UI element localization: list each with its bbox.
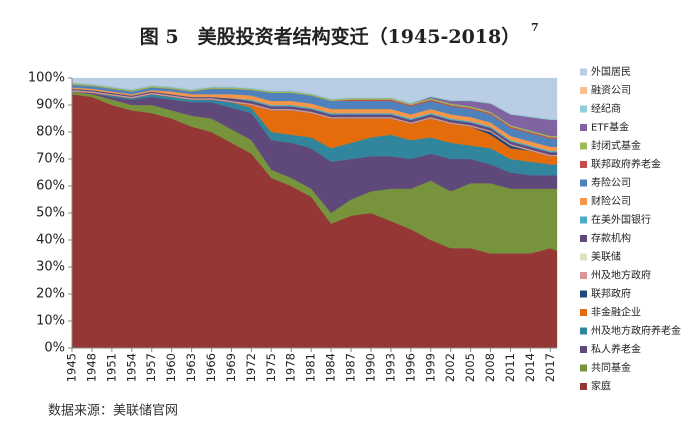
legend-label: 私人养老金 [591, 343, 641, 356]
y-tick-label: 10% [36, 314, 65, 329]
x-tick-label: 1951 [104, 353, 118, 382]
x-tick-label: 1954 [124, 353, 138, 382]
legend-swatch [580, 364, 587, 372]
title-note: 7 [531, 21, 539, 34]
x-tick-label: 2005 [463, 353, 477, 382]
legend-label: 封闭式基金 [591, 139, 641, 152]
y-tick-label: 40% [36, 233, 65, 248]
legend-swatch [580, 235, 587, 242]
source: 数据来源：美联储官网 [48, 403, 178, 419]
legend-label: 州及地方政府养老金 [591, 324, 681, 337]
legend-label: ETF基金 [591, 121, 629, 134]
x-tick-label: 1960 [164, 353, 178, 382]
x-tick-label: 1948 [84, 353, 98, 382]
x-tick-label: 1966 [204, 353, 218, 382]
legend-label: 家庭 [591, 380, 611, 393]
legend-swatch [580, 290, 587, 298]
legend-label: 财险公司 [591, 195, 631, 208]
x-tick-label: 2008 [483, 353, 497, 382]
y-tick-label: 50% [36, 206, 65, 221]
x-tick-label: 1957 [144, 353, 158, 382]
legend-swatch [580, 346, 587, 353]
x-tick-label: 1972 [244, 353, 258, 382]
x-tick-label: 1987 [344, 353, 358, 382]
y-tick-label: 70% [36, 152, 65, 167]
legend-swatch [580, 309, 587, 316]
y-tick-label: 20% [36, 287, 65, 302]
x-tick-label: 1963 [184, 353, 198, 382]
x-tick-label: 1984 [324, 353, 338, 382]
legend-swatch [580, 124, 587, 131]
legend-label: 州及地方政府 [591, 269, 651, 282]
legend-swatch [580, 272, 587, 279]
legend-swatch [580, 161, 587, 168]
legend-swatch [580, 87, 587, 94]
legend-swatch [580, 105, 587, 113]
x-tick-label: 1996 [403, 353, 417, 382]
x-tick-label: 2017 [543, 353, 557, 382]
x-tick-label: 2002 [443, 353, 457, 382]
x-tick-label: 1999 [423, 353, 437, 382]
legend-swatch [580, 68, 587, 76]
legend-label: 经纪商 [591, 102, 621, 115]
legend-label: 外国居民 [591, 66, 631, 78]
y-tick-label: 0% [44, 341, 65, 356]
legend-label: 寿险公司 [591, 176, 631, 189]
legend-swatch [580, 383, 587, 390]
legend-label: 存款机构 [591, 232, 631, 245]
x-tick-label: 1969 [224, 353, 238, 382]
legend-swatch [580, 198, 587, 205]
legend-swatch [580, 216, 587, 224]
y-tick-label: 60% [36, 179, 65, 194]
legend-label: 共同基金 [591, 361, 631, 374]
y-tick-label: 100% [28, 71, 65, 86]
x-tick-label: 1945 [65, 353, 79, 382]
x-tick-label: 1975 [264, 353, 278, 382]
legend-swatch [580, 179, 587, 187]
legend-swatch [580, 327, 587, 335]
area [71, 77, 558, 119]
x-tick-label: 1981 [304, 353, 318, 382]
legend-label: 联邦政府 [591, 287, 631, 300]
x-tick-label: 1990 [363, 353, 377, 382]
legend-label: 美联储 [591, 250, 621, 263]
x-tick-label: 1978 [284, 353, 298, 382]
legend-swatch [580, 253, 587, 261]
legend-label: 在美外国银行 [591, 213, 651, 226]
x-tick-label: 2011 [503, 353, 517, 382]
x-tick-label: 1993 [383, 353, 397, 382]
y-tick-label: 30% [36, 260, 65, 275]
legend-label: 融资公司 [591, 85, 631, 97]
x-tick-label: 2014 [523, 353, 537, 382]
y-tick-label: 90% [36, 98, 65, 113]
y-tick-label: 80% [36, 125, 65, 140]
legend-swatch [580, 142, 587, 150]
legend-label: 联邦政府养老金 [591, 158, 661, 171]
legend-label: 非金融企业 [591, 306, 641, 319]
chart-title: 图 5 美股投资者结构变迁（1945-2018） [140, 25, 520, 48]
